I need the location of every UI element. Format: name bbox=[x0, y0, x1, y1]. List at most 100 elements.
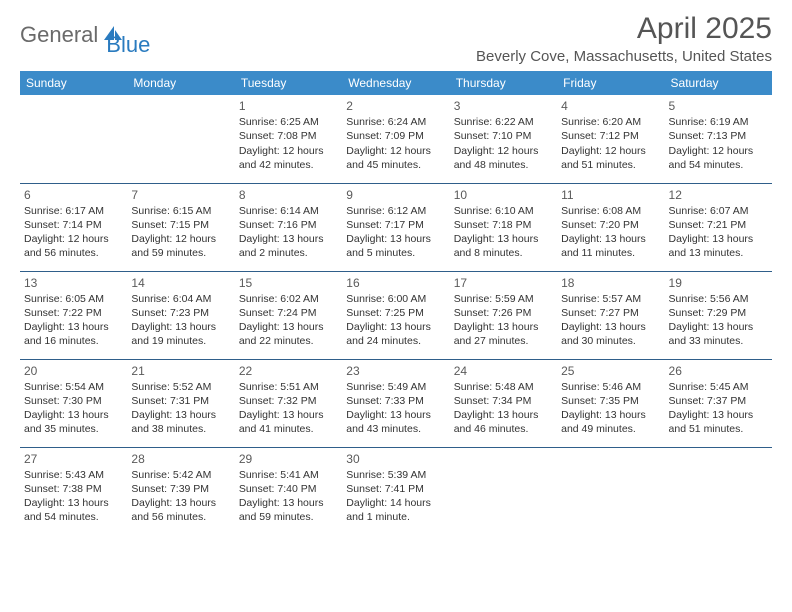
sunset-text: Sunset: 7:18 PM bbox=[454, 218, 553, 232]
daylight-text: Daylight: 12 hours and 42 minutes. bbox=[239, 144, 338, 172]
daylight-text: Daylight: 13 hours and 51 minutes. bbox=[669, 408, 768, 436]
sunset-text: Sunset: 7:09 PM bbox=[346, 129, 445, 143]
day-number: 24 bbox=[454, 363, 553, 379]
sunrise-text: Sunrise: 5:56 AM bbox=[669, 292, 768, 306]
day-number: 2 bbox=[346, 98, 445, 114]
daylight-text: Daylight: 12 hours and 51 minutes. bbox=[561, 144, 660, 172]
calendar-cell: 2Sunrise: 6:24 AMSunset: 7:09 PMDaylight… bbox=[342, 95, 449, 183]
day-header: Saturday bbox=[665, 71, 772, 95]
day-number: 19 bbox=[669, 275, 768, 291]
sunset-text: Sunset: 7:14 PM bbox=[24, 218, 123, 232]
sunset-text: Sunset: 7:20 PM bbox=[561, 218, 660, 232]
day-header: Thursday bbox=[450, 71, 557, 95]
calendar-cell: 25Sunrise: 5:46 AMSunset: 7:35 PMDayligh… bbox=[557, 359, 664, 447]
sunset-text: Sunset: 7:10 PM bbox=[454, 129, 553, 143]
sunset-text: Sunset: 7:33 PM bbox=[346, 394, 445, 408]
daylight-text: Daylight: 13 hours and 8 minutes. bbox=[454, 232, 553, 260]
day-number: 27 bbox=[24, 451, 123, 467]
calendar-cell: 18Sunrise: 5:57 AMSunset: 7:27 PMDayligh… bbox=[557, 271, 664, 359]
sunset-text: Sunset: 7:29 PM bbox=[669, 306, 768, 320]
calendar-row: 1Sunrise: 6:25 AMSunset: 7:08 PMDaylight… bbox=[20, 95, 772, 183]
calendar-cell: 4Sunrise: 6:20 AMSunset: 7:12 PMDaylight… bbox=[557, 95, 664, 183]
logo-text-general: General bbox=[20, 22, 98, 48]
calendar-cell: 8Sunrise: 6:14 AMSunset: 7:16 PMDaylight… bbox=[235, 183, 342, 271]
sunrise-text: Sunrise: 6:19 AM bbox=[669, 115, 768, 129]
calendar-cell: 19Sunrise: 5:56 AMSunset: 7:29 PMDayligh… bbox=[665, 271, 772, 359]
calendar-cell: 15Sunrise: 6:02 AMSunset: 7:24 PMDayligh… bbox=[235, 271, 342, 359]
calendar-cell: 22Sunrise: 5:51 AMSunset: 7:32 PMDayligh… bbox=[235, 359, 342, 447]
sunset-text: Sunset: 7:30 PM bbox=[24, 394, 123, 408]
sunset-text: Sunset: 7:12 PM bbox=[561, 129, 660, 143]
day-number: 17 bbox=[454, 275, 553, 291]
calendar-cell bbox=[127, 95, 234, 183]
calendar-cell: 12Sunrise: 6:07 AMSunset: 7:21 PMDayligh… bbox=[665, 183, 772, 271]
daylight-text: Daylight: 13 hours and 5 minutes. bbox=[346, 232, 445, 260]
calendar-cell: 27Sunrise: 5:43 AMSunset: 7:38 PMDayligh… bbox=[20, 447, 127, 535]
daylight-text: Daylight: 13 hours and 38 minutes. bbox=[131, 408, 230, 436]
day-number: 20 bbox=[24, 363, 123, 379]
daylight-text: Daylight: 13 hours and 19 minutes. bbox=[131, 320, 230, 348]
sunrise-text: Sunrise: 6:05 AM bbox=[24, 292, 123, 306]
calendar-cell: 16Sunrise: 6:00 AMSunset: 7:25 PMDayligh… bbox=[342, 271, 449, 359]
day-number: 1 bbox=[239, 98, 338, 114]
calendar-cell: 10Sunrise: 6:10 AMSunset: 7:18 PMDayligh… bbox=[450, 183, 557, 271]
calendar-cell: 14Sunrise: 6:04 AMSunset: 7:23 PMDayligh… bbox=[127, 271, 234, 359]
day-header: Wednesday bbox=[342, 71, 449, 95]
sunset-text: Sunset: 7:27 PM bbox=[561, 306, 660, 320]
daylight-text: Daylight: 13 hours and 46 minutes. bbox=[454, 408, 553, 436]
sunrise-text: Sunrise: 6:08 AM bbox=[561, 204, 660, 218]
calendar-cell: 1Sunrise: 6:25 AMSunset: 7:08 PMDaylight… bbox=[235, 95, 342, 183]
daylight-text: Daylight: 12 hours and 59 minutes. bbox=[131, 232, 230, 260]
sunset-text: Sunset: 7:08 PM bbox=[239, 129, 338, 143]
day-header: Monday bbox=[127, 71, 234, 95]
sunset-text: Sunset: 7:38 PM bbox=[24, 482, 123, 496]
day-number: 6 bbox=[24, 187, 123, 203]
daylight-text: Daylight: 13 hours and 54 minutes. bbox=[24, 496, 123, 524]
daylight-text: Daylight: 13 hours and 56 minutes. bbox=[131, 496, 230, 524]
daylight-text: Daylight: 12 hours and 45 minutes. bbox=[346, 144, 445, 172]
calendar-cell: 5Sunrise: 6:19 AMSunset: 7:13 PMDaylight… bbox=[665, 95, 772, 183]
calendar-row: 27Sunrise: 5:43 AMSunset: 7:38 PMDayligh… bbox=[20, 447, 772, 535]
calendar-cell: 7Sunrise: 6:15 AMSunset: 7:15 PMDaylight… bbox=[127, 183, 234, 271]
calendar-cell bbox=[450, 447, 557, 535]
daylight-text: Daylight: 13 hours and 30 minutes. bbox=[561, 320, 660, 348]
sunset-text: Sunset: 7:16 PM bbox=[239, 218, 338, 232]
daylight-text: Daylight: 13 hours and 22 minutes. bbox=[239, 320, 338, 348]
calendar-cell: 28Sunrise: 5:42 AMSunset: 7:39 PMDayligh… bbox=[127, 447, 234, 535]
daylight-text: Daylight: 12 hours and 56 minutes. bbox=[24, 232, 123, 260]
daylight-text: Daylight: 13 hours and 11 minutes. bbox=[561, 232, 660, 260]
calendar-cell: 17Sunrise: 5:59 AMSunset: 7:26 PMDayligh… bbox=[450, 271, 557, 359]
calendar-table: Sunday Monday Tuesday Wednesday Thursday… bbox=[20, 71, 772, 535]
sunrise-text: Sunrise: 5:43 AM bbox=[24, 468, 123, 482]
logo-text-blue: Blue bbox=[106, 32, 150, 58]
day-number: 3 bbox=[454, 98, 553, 114]
sunrise-text: Sunrise: 5:41 AM bbox=[239, 468, 338, 482]
calendar-cell: 6Sunrise: 6:17 AMSunset: 7:14 PMDaylight… bbox=[20, 183, 127, 271]
sunrise-text: Sunrise: 5:57 AM bbox=[561, 292, 660, 306]
sunrise-text: Sunrise: 6:14 AM bbox=[239, 204, 338, 218]
sunset-text: Sunset: 7:25 PM bbox=[346, 306, 445, 320]
sunrise-text: Sunrise: 5:52 AM bbox=[131, 380, 230, 394]
calendar-cell: 20Sunrise: 5:54 AMSunset: 7:30 PMDayligh… bbox=[20, 359, 127, 447]
day-number: 23 bbox=[346, 363, 445, 379]
day-number: 30 bbox=[346, 451, 445, 467]
calendar-cell: 23Sunrise: 5:49 AMSunset: 7:33 PMDayligh… bbox=[342, 359, 449, 447]
page-title: April 2025 bbox=[476, 12, 772, 46]
sunset-text: Sunset: 7:26 PM bbox=[454, 306, 553, 320]
day-header: Sunday bbox=[20, 71, 127, 95]
title-block: April 2025 Beverly Cove, Massachusetts, … bbox=[476, 12, 772, 65]
day-header: Friday bbox=[557, 71, 664, 95]
day-number: 5 bbox=[669, 98, 768, 114]
day-header-row: Sunday Monday Tuesday Wednesday Thursday… bbox=[20, 71, 772, 95]
sunrise-text: Sunrise: 6:20 AM bbox=[561, 115, 660, 129]
day-number: 12 bbox=[669, 187, 768, 203]
calendar-cell: 11Sunrise: 6:08 AMSunset: 7:20 PMDayligh… bbox=[557, 183, 664, 271]
sunrise-text: Sunrise: 5:51 AM bbox=[239, 380, 338, 394]
sunrise-text: Sunrise: 6:12 AM bbox=[346, 204, 445, 218]
sunrise-text: Sunrise: 5:42 AM bbox=[131, 468, 230, 482]
day-number: 25 bbox=[561, 363, 660, 379]
sunset-text: Sunset: 7:15 PM bbox=[131, 218, 230, 232]
sunrise-text: Sunrise: 6:17 AM bbox=[24, 204, 123, 218]
sunset-text: Sunset: 7:40 PM bbox=[239, 482, 338, 496]
sunset-text: Sunset: 7:24 PM bbox=[239, 306, 338, 320]
